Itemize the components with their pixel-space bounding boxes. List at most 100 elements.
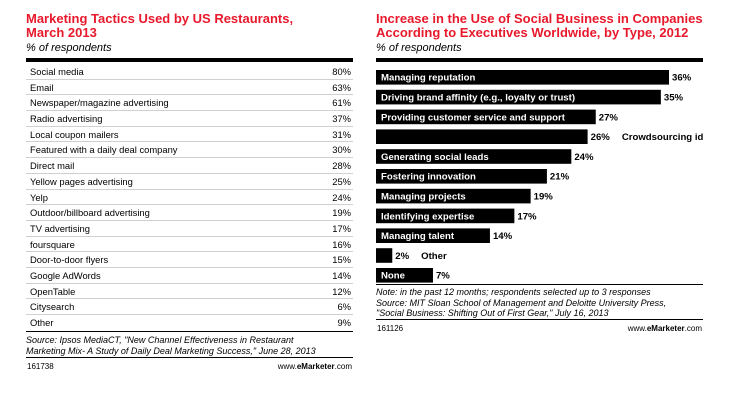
right-brand-bold: eMarketer xyxy=(646,323,685,333)
bar-value-label: 35% xyxy=(664,93,684,104)
table-row-value: 6% xyxy=(337,301,351,313)
table-row-label: Direct mail xyxy=(30,160,75,172)
bar-value-label: 24% xyxy=(574,152,594,163)
bar-value-label: 7% xyxy=(436,271,450,282)
table-row-value: 14% xyxy=(332,269,351,281)
right-footer: 161126 www.eMarketer.com xyxy=(376,322,703,335)
right-note-line1: Note: in the past 12 months; respondents… xyxy=(376,287,651,297)
left-brand-prefix: www. xyxy=(277,361,297,371)
left-title-line2: March 2013 xyxy=(26,25,97,40)
table-row: Local coupon mailers 31% xyxy=(26,127,353,143)
table-row: Newspaper/magazine advertising 61% xyxy=(26,95,353,112)
left-brand: www.eMarketer.com xyxy=(278,360,352,373)
table-row: Citysearch 6% xyxy=(26,299,353,315)
right-chart-id: 161126 xyxy=(377,323,404,333)
table-row-label: TV advertising xyxy=(30,222,90,234)
table-row-value: 80% xyxy=(332,66,351,77)
right-footer-rule xyxy=(376,318,703,320)
table-row: Yellow pages advertising 25% xyxy=(26,174,353,190)
table-row-value: 37% xyxy=(332,113,351,125)
table-row-label: foursquare xyxy=(30,238,75,250)
left-bottom-rule xyxy=(26,330,353,332)
table-row: TV advertising 17% xyxy=(26,221,353,237)
table-row-value: 63% xyxy=(332,81,351,93)
table-row-label: Door-to-door flyers xyxy=(30,254,109,266)
table-row-label: Local coupon mailers xyxy=(30,128,119,140)
table-row-label: Social media xyxy=(30,66,84,77)
table-row-value: 31% xyxy=(332,128,351,140)
right-title-line1: Increase in the Use of Social Business i… xyxy=(376,11,703,26)
bar xyxy=(376,129,588,144)
table-row: Other 9% xyxy=(26,315,353,331)
left-title-line1: Marketing Tactics Used by US Restaurants… xyxy=(26,11,294,26)
table-row-label: Google AdWords xyxy=(30,269,101,281)
bar-value-label: 26% xyxy=(591,132,611,143)
right-subtitle: % of respondents xyxy=(376,42,462,54)
left-source: Source: Ipsos MediaCT, "New Channel Effe… xyxy=(26,335,353,357)
left-brand-suffix: .com xyxy=(334,361,352,371)
left-source-line1: Source: Ipsos MediaCT, "New Channel Effe… xyxy=(26,334,294,345)
bar xyxy=(376,248,393,263)
right-source-line2: "Social Business: Shifting Out of First … xyxy=(376,308,609,318)
bar xyxy=(376,208,515,224)
right-panel: Increase in the Use of Social Business i… xyxy=(376,12,703,335)
table-row: Social media 80% xyxy=(26,64,353,80)
right-title: Increase in the Use of Social Business i… xyxy=(376,12,703,40)
table-row-label: Yelp xyxy=(30,191,48,203)
right-brand-suffix: .com xyxy=(684,323,702,333)
table-row-label: Outdoor/billboard advertising xyxy=(30,207,150,219)
bar-category-label: None xyxy=(381,271,405,282)
table-row: Direct mail 28% xyxy=(26,158,353,174)
bar-value-label: 27% xyxy=(599,112,619,123)
left-footer-rule xyxy=(26,356,353,358)
bar xyxy=(376,228,490,243)
table-row-value: 19% xyxy=(332,207,351,219)
left-top-rule xyxy=(26,58,353,62)
table-row: Google AdWords 14% xyxy=(26,268,353,284)
table-row-value: 24% xyxy=(332,191,351,203)
table-row: OpenTable 12% xyxy=(26,284,353,300)
left-footer: 161738 www.eMarketer.com xyxy=(26,360,353,373)
left-chart-id: 161738 xyxy=(27,361,54,371)
table-row: Door-to-door flyers 15% xyxy=(26,252,353,268)
bar xyxy=(376,70,669,85)
table-row-value: 16% xyxy=(332,238,351,250)
social-business-bar-chart: Managing reputation 36% Driving brand affi… xyxy=(376,70,703,283)
table-row-label: Featured with a daily deal company xyxy=(30,144,178,156)
bar-category-label: Crowdsourcing ideas and sharing knowledg… xyxy=(622,132,703,143)
table-row-label: OpenTable xyxy=(30,285,76,297)
table-row-label: Citysearch xyxy=(30,301,75,313)
tactics-table: Social media 80% Email 63% Newspaper/magazin… xyxy=(26,64,353,331)
table-row: Yelp 24% xyxy=(26,190,353,206)
bar-category-label: Managing talent xyxy=(381,231,455,242)
bar-value-label: 19% xyxy=(534,192,554,203)
right-title-line2: According to Executives Worldwide, by Ty… xyxy=(376,25,689,40)
bar xyxy=(376,268,433,283)
bar xyxy=(376,89,661,105)
bar-category-label: Fostering innovation xyxy=(381,172,476,183)
bar xyxy=(376,109,596,125)
table-row-value: 12% xyxy=(332,285,351,297)
left-brand-bold: eMarketer xyxy=(296,361,335,371)
table-row-label: Other xyxy=(30,317,54,328)
table-row-label: Yellow pages advertising xyxy=(30,175,133,187)
bar xyxy=(376,188,531,204)
bar xyxy=(376,169,547,184)
right-top-rule xyxy=(376,58,703,62)
left-source-line2: Marketing Mix- A Study of Daily Deal Mar… xyxy=(26,345,316,356)
bar-category-label: Managing reputation xyxy=(381,73,475,84)
bar-category-label: Generating social leads xyxy=(381,152,489,163)
left-title: Marketing Tactics Used by US Restaurants… xyxy=(26,12,353,40)
table-row: Radio advertising 37% xyxy=(26,111,353,127)
table-row: Outdoor/billboard advertising 19% xyxy=(26,205,353,221)
table-row-value: 28% xyxy=(332,160,351,172)
table-row-value: 30% xyxy=(332,144,351,156)
bar-value-label: 2% xyxy=(395,251,409,262)
table-row-value: 9% xyxy=(337,317,351,328)
bar-category-label: Managing projects xyxy=(381,192,466,203)
bar-value-label: 14% xyxy=(493,231,513,242)
bar-category-label: Providing customer service and support xyxy=(381,112,566,123)
right-source-line1: Source: MIT Sloan School of Management a… xyxy=(376,297,667,308)
table-row-value: 15% xyxy=(332,254,351,266)
right-note: Note: in the past 12 months; respondents… xyxy=(376,287,703,319)
